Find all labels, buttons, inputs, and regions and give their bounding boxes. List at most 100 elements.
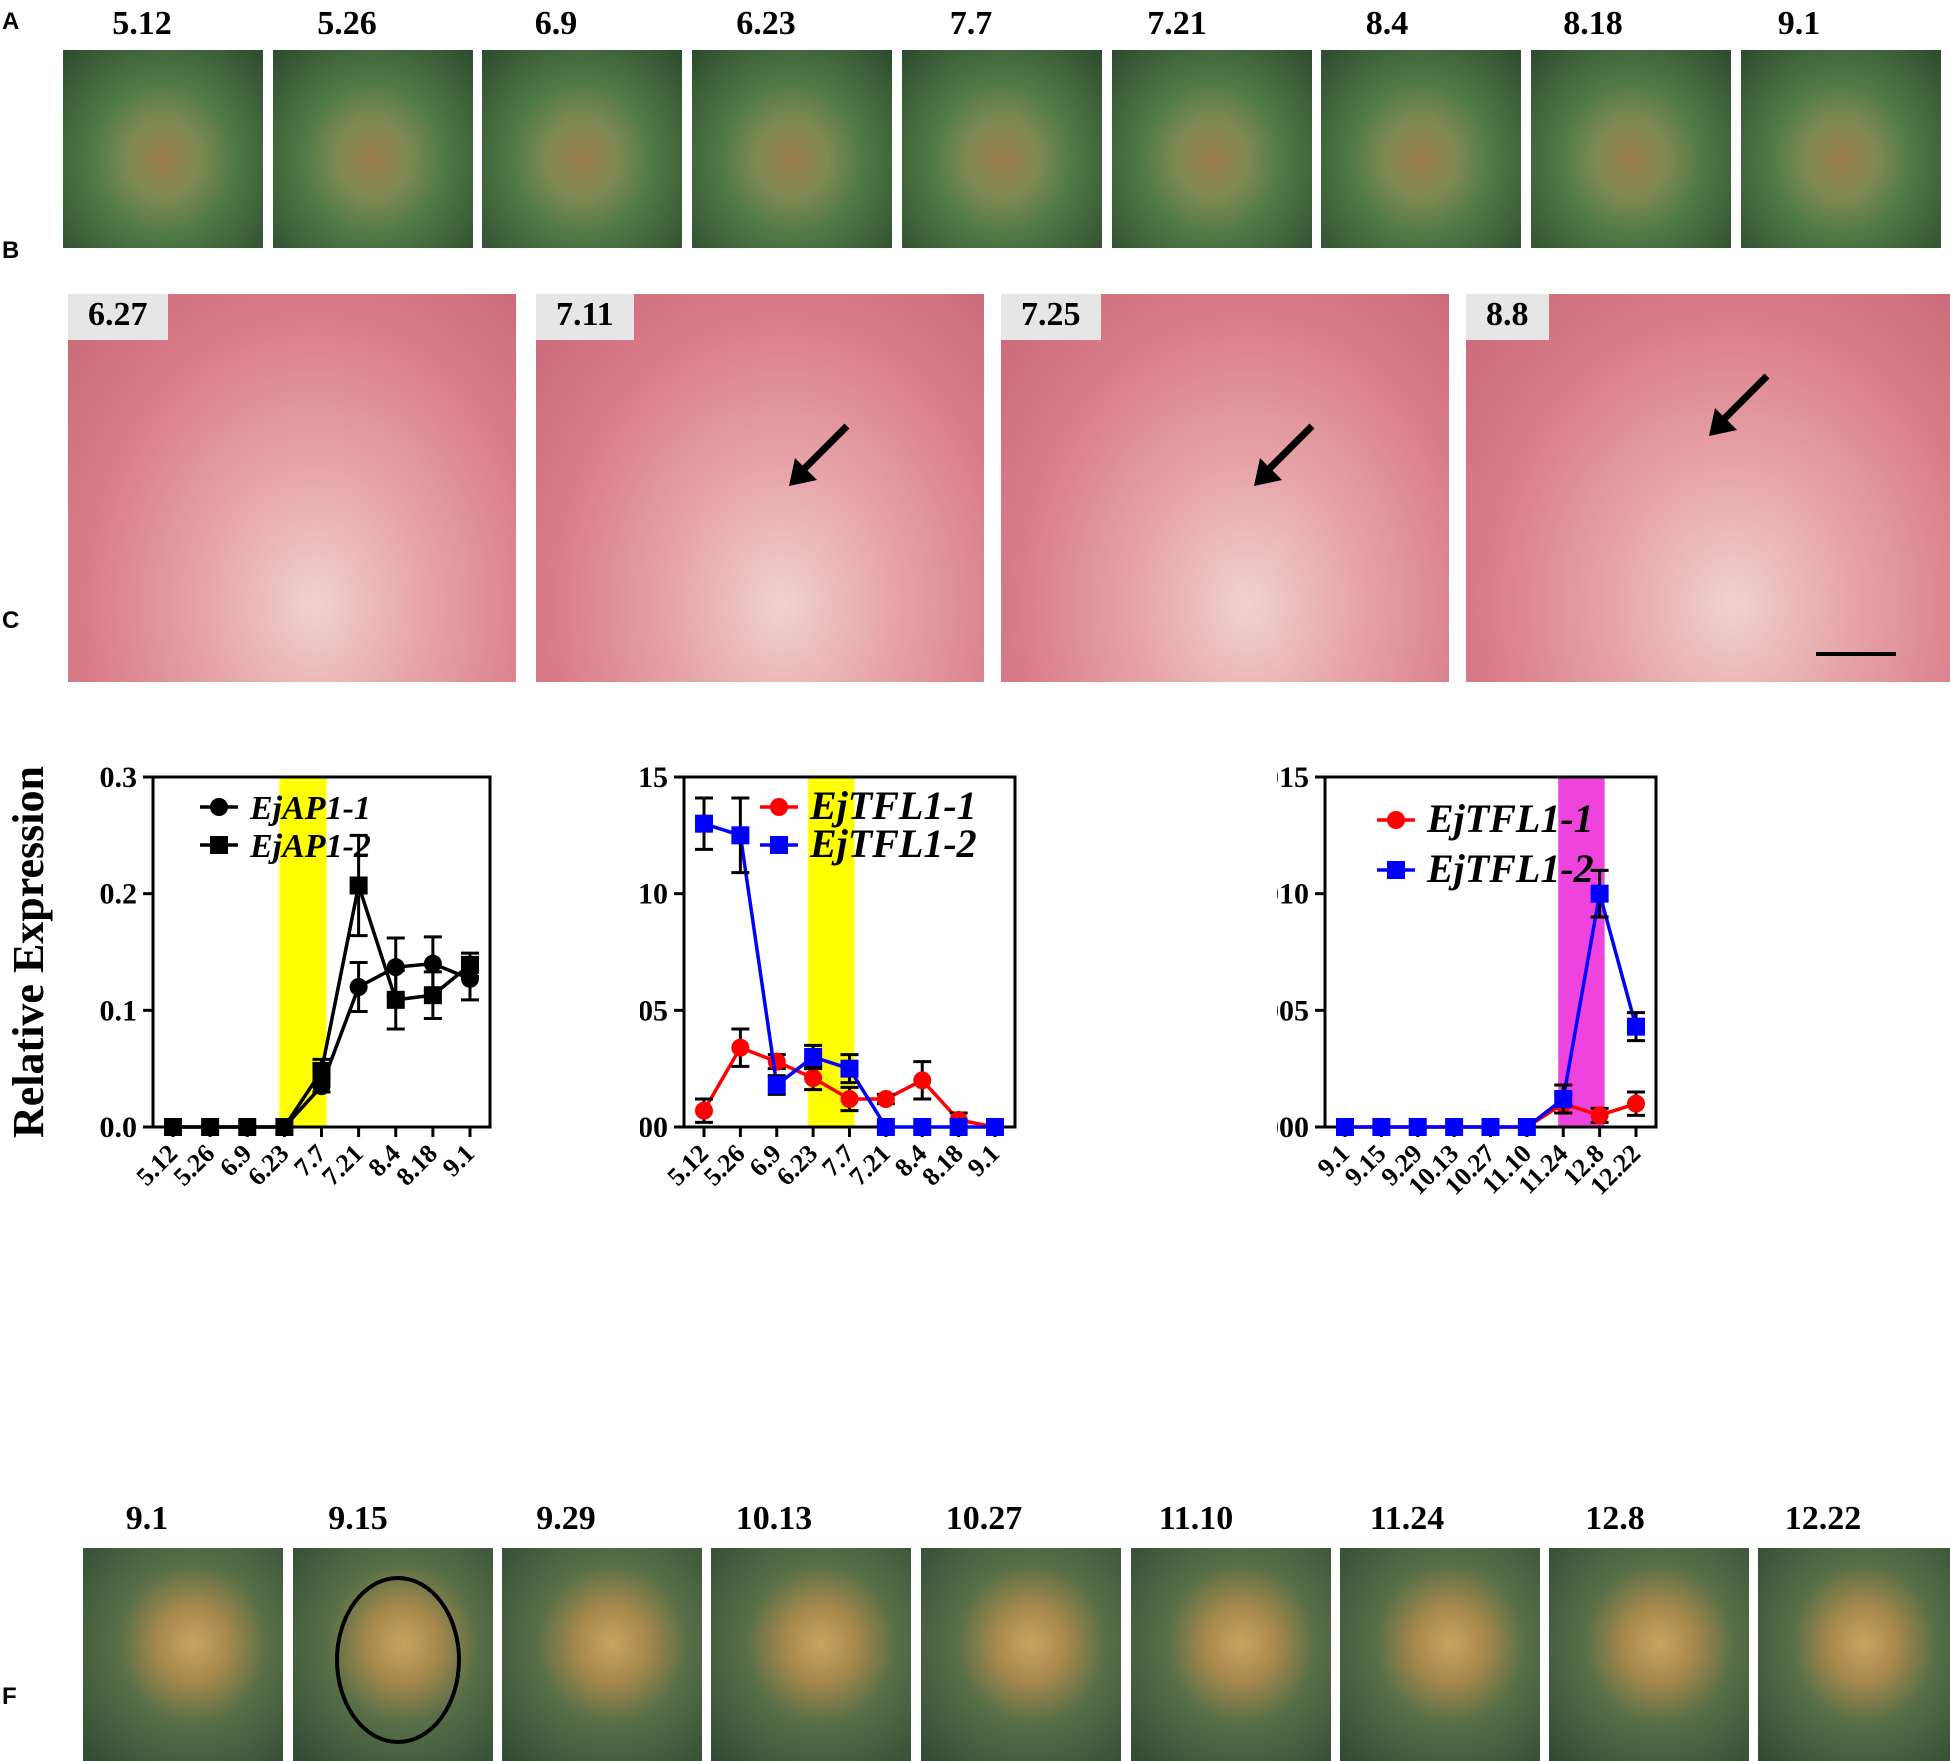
panel-f-date-label: 11.24 — [1369, 1500, 1445, 1537]
chart-e: 0.0000.0050.0100.015Relative Expression9… — [1277, 761, 1658, 1201]
panel-a-date-label: 5.12 — [112, 5, 172, 42]
scale-bar — [1816, 652, 1896, 656]
chart-d: 0.0000.0050.0100.015Relative Expression5… — [640, 761, 1017, 1192]
panel-a-date-label: 6.23 — [736, 5, 796, 42]
panel-f-photo — [293, 1548, 493, 1761]
legend-marker — [770, 798, 788, 816]
legend-marker — [210, 798, 228, 816]
panel-f-photo — [502, 1548, 702, 1761]
data-point — [349, 876, 368, 895]
panel-f-date-label: 9.29 — [536, 1500, 596, 1537]
data-point — [986, 1118, 1004, 1136]
panel-f-photo — [1131, 1548, 1331, 1761]
data-point — [1590, 884, 1609, 903]
legend-marker — [770, 836, 788, 854]
panel-f-date-label: 10.13 — [735, 1500, 813, 1537]
x-tick-label: 5.26 — [168, 1139, 221, 1192]
data-point — [913, 1071, 932, 1090]
y-tick-label: 0.015 — [1277, 761, 1309, 794]
data-point — [804, 1069, 823, 1087]
panel-label-a: A — [2, 8, 20, 35]
data-point — [804, 1048, 823, 1066]
panel-a-photo — [1531, 50, 1731, 248]
data-point — [201, 1118, 220, 1136]
panel-b-date-label: 7.25 — [1001, 294, 1101, 340]
panel-a-date-label: 8.4 — [1365, 5, 1409, 42]
y-tick-label: 0.010 — [640, 878, 668, 911]
data-point — [1445, 1118, 1464, 1136]
y-tick-label: 0.010 — [1277, 878, 1309, 911]
data-point — [461, 969, 479, 988]
data-point — [695, 1101, 713, 1120]
y-tick-label: 0.005 — [640, 994, 668, 1027]
y-tick-label: 0.000 — [640, 1111, 668, 1144]
panel-a-photo — [273, 50, 473, 248]
data-point — [695, 814, 713, 833]
y-tick-label: 0.005 — [1277, 994, 1309, 1027]
data-point — [1627, 1017, 1645, 1036]
data-point — [949, 1118, 968, 1136]
arrow-icon — [1254, 423, 1315, 486]
legend-marker — [1387, 861, 1405, 879]
legend-label: EjAP1-1 — [249, 790, 371, 827]
panel-f-photo — [1549, 1548, 1749, 1761]
panel-b-date-label: 7.11 — [536, 294, 634, 340]
data-point — [1336, 1118, 1354, 1136]
panel-a-photo — [1112, 50, 1312, 248]
panel-f-date-label: 9.15 — [328, 1500, 388, 1537]
data-point — [1481, 1118, 1500, 1136]
data-point — [840, 1090, 859, 1108]
legend-label: EjTFL1-2 — [1426, 846, 1594, 891]
panel-label-f: F — [2, 1683, 17, 1710]
arrow-icon — [789, 423, 850, 486]
y-tick-label: 0.3 — [100, 761, 138, 794]
highlight-circle — [335, 1576, 461, 1744]
legend-label: EjTFL1-1 — [809, 783, 977, 828]
panel-label-c: C — [2, 607, 20, 634]
panel-label-b: B — [2, 237, 20, 264]
data-point — [1372, 1118, 1391, 1136]
legend-marker — [210, 836, 228, 854]
data-point — [1590, 1106, 1609, 1125]
data-point — [731, 826, 750, 845]
data-point — [767, 1076, 786, 1094]
panel-b-micrograph: 6.27 — [68, 294, 516, 682]
x-tick-label: 6.23 — [771, 1139, 824, 1192]
y-tick-label: 0.015 — [640, 761, 668, 794]
panel-f-photo — [711, 1548, 911, 1761]
panel-a-date-label: 7.21 — [1147, 5, 1207, 42]
panel-f-date-label: 10.27 — [945, 1500, 1023, 1537]
y-axis-label: Relative Expression — [4, 766, 53, 1138]
x-tick-label: 7.21 — [843, 1139, 896, 1192]
data-point — [238, 1118, 257, 1136]
highlight-band — [1558, 777, 1605, 1127]
panel-a-photo — [63, 50, 263, 248]
data-point — [386, 990, 405, 1009]
panel-f-photo — [1758, 1548, 1950, 1761]
panel-b-micrograph: 7.25 — [1001, 294, 1449, 682]
data-point — [731, 1038, 750, 1057]
data-point — [349, 978, 368, 996]
data-point — [913, 1118, 932, 1136]
y-tick-label: 0.000 — [1277, 1111, 1309, 1144]
panel-a-date-label: 8.18 — [1563, 5, 1623, 42]
x-tick-label: 6.23 — [242, 1139, 295, 1192]
data-point — [1517, 1118, 1536, 1136]
panel-f-date-label: 12.8 — [1585, 1500, 1645, 1537]
data-point — [312, 1062, 331, 1080]
panel-b-micrograph: 8.8 — [1466, 294, 1950, 682]
panel-a-photo — [1741, 50, 1941, 248]
x-tick-label: 5.26 — [698, 1139, 751, 1192]
panel-f-date-label: 12.22 — [1784, 1500, 1862, 1537]
data-point — [164, 1118, 182, 1136]
legend-label: EjAP1-2 — [249, 828, 371, 865]
data-point — [767, 1052, 786, 1071]
data-point — [876, 1118, 895, 1136]
panel-a-date-label: 5.26 — [317, 5, 377, 42]
x-tick-label: 7.21 — [316, 1139, 369, 1192]
panel-a-date-label: 7.7 — [949, 5, 993, 42]
data-point — [1627, 1094, 1645, 1113]
arrow-icon — [1709, 373, 1770, 436]
panel-a-date-label: 9.1 — [1777, 5, 1821, 42]
